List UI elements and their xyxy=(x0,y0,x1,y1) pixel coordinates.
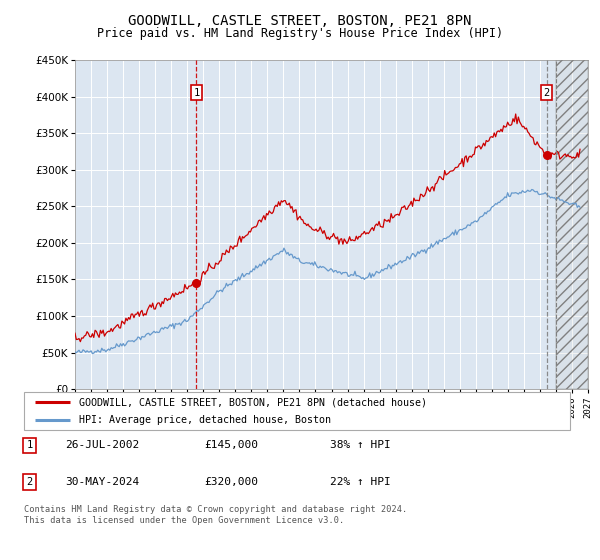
Text: GOODWILL, CASTLE STREET, BOSTON, PE21 8PN (detached house): GOODWILL, CASTLE STREET, BOSTON, PE21 8P… xyxy=(79,397,427,407)
Text: Contains HM Land Registry data © Crown copyright and database right 2024.
This d: Contains HM Land Registry data © Crown c… xyxy=(24,505,407,525)
Bar xyxy=(556,60,588,389)
Text: GOODWILL, CASTLE STREET, BOSTON, PE21 8PN: GOODWILL, CASTLE STREET, BOSTON, PE21 8P… xyxy=(128,14,472,28)
Text: 2: 2 xyxy=(26,477,32,487)
Text: 1: 1 xyxy=(193,88,199,98)
Text: £145,000: £145,000 xyxy=(204,440,258,450)
Text: 2: 2 xyxy=(544,88,550,98)
Text: Price paid vs. HM Land Registry's House Price Index (HPI): Price paid vs. HM Land Registry's House … xyxy=(97,27,503,40)
Text: 22% ↑ HPI: 22% ↑ HPI xyxy=(330,477,391,487)
Text: 26-JUL-2002: 26-JUL-2002 xyxy=(65,440,139,450)
Text: 38% ↑ HPI: 38% ↑ HPI xyxy=(330,440,391,450)
Text: 1: 1 xyxy=(26,440,32,450)
Bar xyxy=(556,60,588,389)
Text: HPI: Average price, detached house, Boston: HPI: Average price, detached house, Bost… xyxy=(79,415,331,425)
Text: £320,000: £320,000 xyxy=(204,477,258,487)
Text: 30-MAY-2024: 30-MAY-2024 xyxy=(65,477,139,487)
